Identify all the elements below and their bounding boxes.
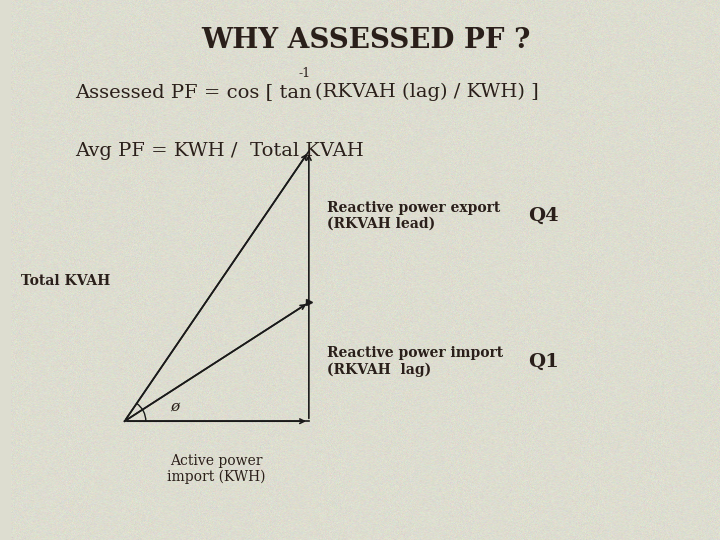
Text: Assessed PF = cos [ tan: Assessed PF = cos [ tan (75, 83, 312, 101)
Text: Total KVAH: Total KVAH (21, 274, 110, 288)
Text: Avg PF = KWH /  Total KVAH: Avg PF = KWH / Total KVAH (75, 142, 364, 160)
Text: ø: ø (171, 399, 180, 413)
Text: WHY ASSESSED PF ?: WHY ASSESSED PF ? (201, 27, 530, 54)
Text: -1: -1 (298, 66, 310, 80)
Text: Active power
import (KWH): Active power import (KWH) (168, 454, 266, 484)
Text: Reactive power import
(RKVAH  lag): Reactive power import (RKVAH lag) (327, 347, 503, 377)
Text: Reactive power export
(RKVAH lead): Reactive power export (RKVAH lead) (327, 201, 500, 231)
Text: (RKVAH (lag) / KWH) ]: (RKVAH (lag) / KWH) ] (315, 83, 539, 101)
Text: Q1: Q1 (528, 353, 559, 371)
Text: Q4: Q4 (528, 207, 559, 225)
